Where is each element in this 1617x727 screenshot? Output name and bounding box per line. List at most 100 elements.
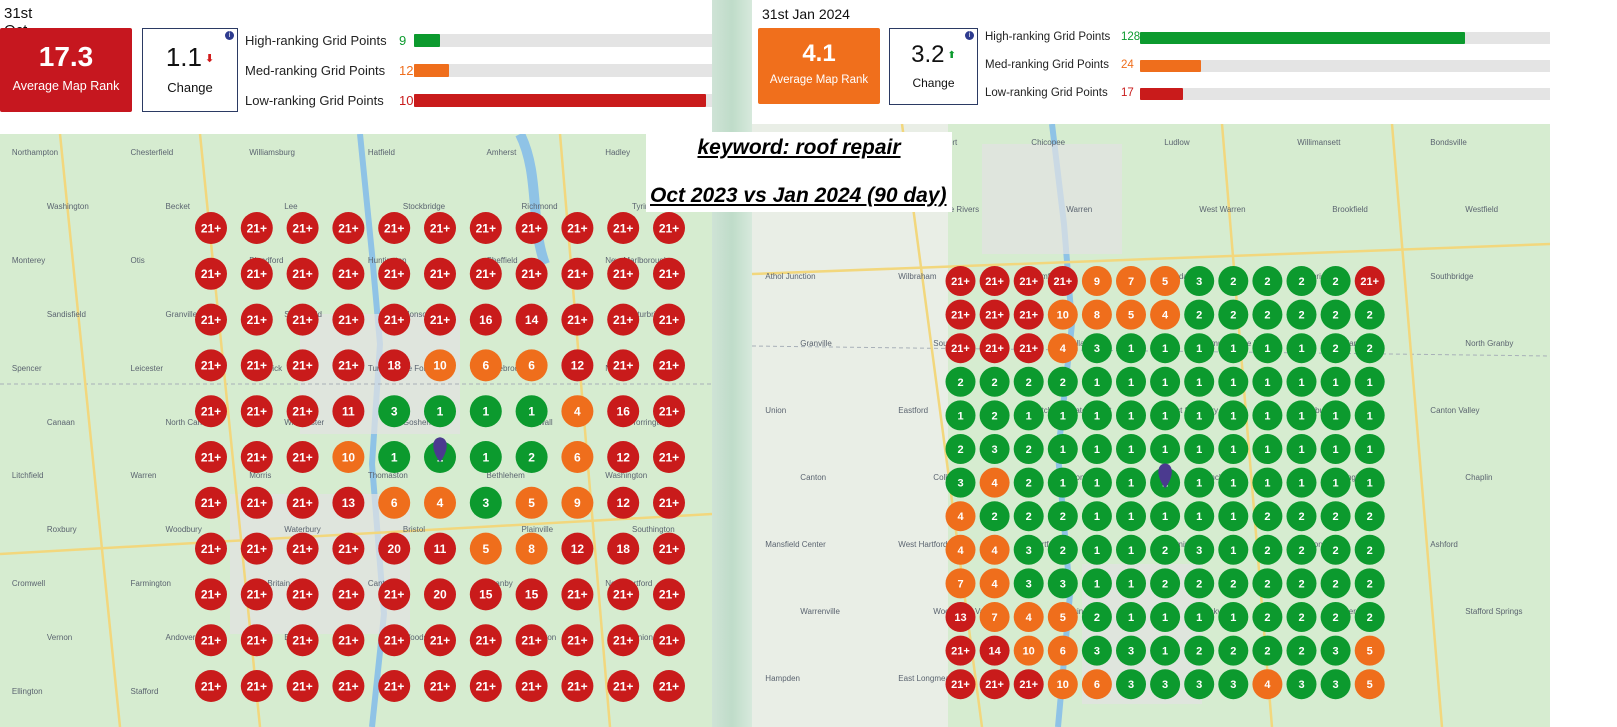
grid-point[interactable]: 5 bbox=[1116, 299, 1146, 330]
grid-point[interactable]: 1 bbox=[1218, 400, 1249, 431]
grid-point[interactable]: 12 bbox=[561, 532, 594, 565]
grid-point[interactable]: 7 bbox=[979, 602, 1010, 632]
grid-point[interactable]: 1 bbox=[1354, 467, 1385, 498]
grid-point[interactable]: 4 bbox=[1013, 602, 1044, 632]
grid-point[interactable]: 1 bbox=[1354, 434, 1385, 464]
grid-point[interactable]: 9 bbox=[1081, 266, 1112, 296]
grid-point[interactable]: 21+ bbox=[561, 212, 594, 244]
grid-point[interactable]: 21+ bbox=[561, 578, 594, 611]
grid-point[interactable]: 21+ bbox=[945, 669, 976, 700]
grid-point[interactable]: 2 bbox=[979, 366, 1010, 397]
grid-point[interactable]: 21+ bbox=[195, 303, 227, 336]
grid-point[interactable]: 1 bbox=[1252, 333, 1283, 364]
grid-point[interactable]: 2 bbox=[1320, 602, 1351, 632]
grid-point[interactable]: 1 bbox=[1184, 366, 1215, 397]
grid-point[interactable]: 1 bbox=[1116, 434, 1146, 464]
grid-point[interactable]: 21+ bbox=[945, 635, 976, 666]
business-location-pin-icon[interactable] bbox=[1158, 463, 1172, 489]
grid-point[interactable]: 2 bbox=[1320, 534, 1351, 565]
grid-point[interactable]: 2 bbox=[1252, 501, 1283, 532]
grid-point[interactable]: 4 bbox=[945, 534, 976, 565]
grid-point[interactable]: 11 bbox=[424, 532, 456, 565]
grid-point[interactable]: 21+ bbox=[515, 624, 548, 657]
grid-point[interactable]: 2 bbox=[1013, 467, 1044, 498]
grid-point[interactable]: 21+ bbox=[1013, 299, 1044, 330]
grid-point[interactable]: 21+ bbox=[1354, 266, 1385, 296]
grid-point[interactable]: 21+ bbox=[561, 303, 594, 336]
grid-point[interactable]: 9 bbox=[561, 486, 594, 519]
grid-point[interactable]: 3 bbox=[1286, 669, 1317, 700]
grid-point[interactable]: 21+ bbox=[332, 670, 365, 702]
grid-point[interactable]: 1 bbox=[1184, 434, 1215, 464]
grid-point[interactable]: 3 bbox=[1320, 669, 1351, 700]
grid-point[interactable]: 21+ bbox=[979, 266, 1010, 296]
grid-point[interactable]: 1 bbox=[1320, 434, 1351, 464]
grid-point[interactable]: 2 bbox=[1354, 299, 1385, 330]
grid-point[interactable]: 1 bbox=[1081, 467, 1112, 498]
grid-point[interactable]: 16 bbox=[469, 303, 502, 336]
grid-point[interactable]: 10 bbox=[1047, 669, 1078, 700]
grid-point[interactable]: 3 bbox=[1320, 635, 1351, 666]
grid-point[interactable]: 21+ bbox=[561, 670, 594, 702]
grid-point[interactable]: 21+ bbox=[607, 212, 640, 244]
grid-point[interactable]: 1 bbox=[1286, 434, 1317, 464]
grid-point[interactable]: 1 bbox=[1286, 467, 1317, 498]
grid-point[interactable]: 1 bbox=[1150, 333, 1181, 364]
grid-point[interactable]: 21+ bbox=[332, 212, 365, 244]
grid-point[interactable]: 2 bbox=[1320, 266, 1351, 296]
grid-point[interactable]: 4 bbox=[979, 467, 1010, 498]
grid-point[interactable]: 2 bbox=[1354, 534, 1385, 565]
grid-point[interactable]: 1 bbox=[945, 400, 976, 431]
grid-point[interactable]: 1 bbox=[515, 395, 548, 428]
grid-point[interactable]: 21+ bbox=[424, 212, 456, 244]
grid-point[interactable]: 3 bbox=[1081, 333, 1112, 364]
grid-point[interactable]: 21+ bbox=[1013, 333, 1044, 364]
grid-point[interactable]: 21+ bbox=[653, 303, 685, 336]
grid-point[interactable]: 4 bbox=[979, 534, 1010, 565]
grid-point[interactable]: 21+ bbox=[469, 257, 502, 290]
grid-point[interactable]: 21+ bbox=[653, 486, 685, 519]
grid-point[interactable]: 21+ bbox=[515, 670, 548, 702]
grid-point[interactable]: 1 bbox=[1354, 400, 1385, 431]
grid-point[interactable]: 21+ bbox=[561, 257, 594, 290]
grid-point[interactable]: 21+ bbox=[653, 212, 685, 244]
grid-point[interactable]: 2 bbox=[1252, 266, 1283, 296]
grid-point[interactable]: 1 bbox=[1116, 333, 1146, 364]
grid-point[interactable]: 10 bbox=[1047, 299, 1078, 330]
grid-point[interactable]: 21+ bbox=[286, 349, 319, 382]
grid-point[interactable]: 1 bbox=[1150, 434, 1181, 464]
grid-point[interactable]: 21+ bbox=[378, 578, 411, 611]
grid-point[interactable]: 2 bbox=[1184, 635, 1215, 666]
grid-point[interactable]: 2 bbox=[1047, 501, 1078, 532]
grid-point[interactable]: 1 bbox=[1218, 366, 1249, 397]
grid-point[interactable]: 21+ bbox=[607, 624, 640, 657]
grid-point[interactable]: 21+ bbox=[195, 395, 227, 428]
grid-point[interactable]: 10 bbox=[1013, 635, 1044, 666]
grid-point[interactable]: 21+ bbox=[469, 670, 502, 702]
grid-point[interactable]: 2 bbox=[1013, 434, 1044, 464]
left-rank-grid-map[interactable]: Northampton Chesterfield Williamsburg Hatfi… bbox=[0, 134, 712, 727]
grid-point[interactable]: 18 bbox=[607, 532, 640, 565]
grid-point[interactable]: 1 bbox=[1150, 602, 1181, 632]
grid-point[interactable]: 3 bbox=[1116, 635, 1146, 666]
grid-point[interactable]: 12 bbox=[607, 486, 640, 519]
grid-point[interactable]: 21+ bbox=[240, 212, 273, 244]
grid-point[interactable]: 3 bbox=[1047, 568, 1078, 599]
grid-point[interactable]: 21+ bbox=[286, 303, 319, 336]
grid-point[interactable]: 6 bbox=[515, 349, 548, 382]
grid-point[interactable]: 1 bbox=[1081, 501, 1112, 532]
grid-point[interactable]: 16 bbox=[607, 395, 640, 428]
grid-point[interactable]: 21+ bbox=[424, 303, 456, 336]
grid-point[interactable]: 21+ bbox=[653, 441, 685, 473]
grid-point[interactable]: 3 bbox=[1184, 669, 1215, 700]
grid-point[interactable]: 6 bbox=[469, 349, 502, 382]
grid-point[interactable]: 21+ bbox=[653, 257, 685, 290]
grid-point[interactable]: 21+ bbox=[424, 670, 456, 702]
grid-point[interactable]: 2 bbox=[1354, 568, 1385, 599]
grid-point[interactable]: 5 bbox=[1047, 602, 1078, 632]
grid-point[interactable]: 1 bbox=[1218, 434, 1249, 464]
grid-point[interactable]: 2 bbox=[979, 501, 1010, 532]
grid-point[interactable]: 21+ bbox=[286, 486, 319, 519]
grid-point[interactable]: 2 bbox=[1320, 501, 1351, 532]
grid-point[interactable]: 21+ bbox=[286, 257, 319, 290]
